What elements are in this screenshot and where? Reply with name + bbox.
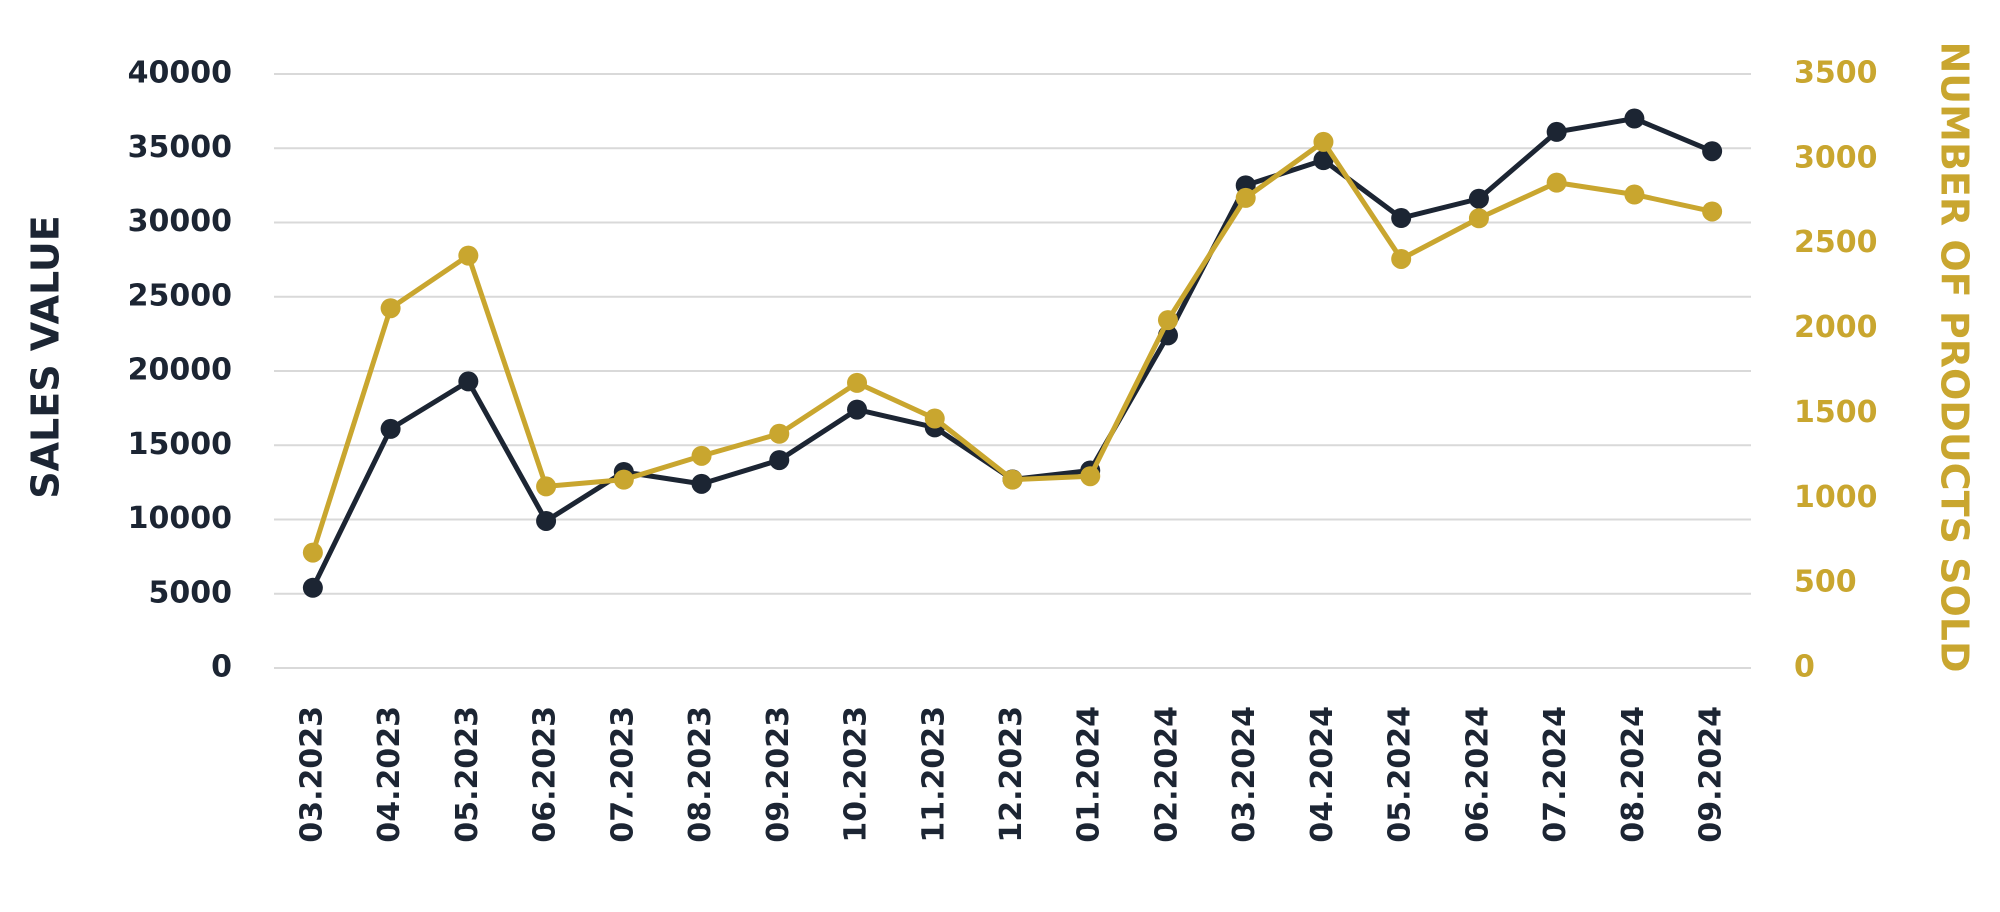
data-point: [769, 450, 790, 471]
x-tick-label: 07.2024: [1538, 706, 1573, 843]
x-tick-label: 07.2023: [605, 706, 640, 843]
y2-tick-label: 1500: [1794, 395, 1878, 430]
x-tick-label: 02.2024: [1149, 706, 1184, 843]
y-tick-label: 10000: [128, 501, 232, 536]
x-tick-label: 08.2024: [1616, 706, 1651, 843]
data-point: [1313, 150, 1334, 171]
x-tick-label: 06.2023: [528, 706, 563, 843]
data-point: [1080, 466, 1101, 487]
y2-tick-label: 2000: [1794, 310, 1878, 345]
x-tick-label: 08.2023: [683, 706, 718, 843]
data-point: [458, 245, 479, 266]
data-point: [380, 298, 401, 319]
x-tick-label: 11.2023: [916, 706, 951, 843]
x-tick-label: 01.2024: [1072, 706, 1107, 843]
y-tick-label: 30000: [128, 204, 232, 239]
data-point: [302, 577, 323, 598]
data-point: [302, 542, 323, 563]
data-point: [924, 408, 945, 429]
data-point: [1546, 121, 1567, 142]
data-point: [1468, 188, 1489, 209]
y2-tick-label: 2500: [1794, 225, 1878, 260]
series-line: [310, 139, 1713, 554]
data-point: [1702, 201, 1723, 222]
data-point: [847, 372, 868, 393]
data-point: [1235, 187, 1256, 208]
data-point: [536, 476, 557, 497]
data-point: [1313, 131, 1334, 152]
data-point: [1702, 141, 1723, 162]
y-tick-label: 20000: [128, 353, 232, 388]
data-point: [1157, 310, 1178, 331]
y-tick-label: 40000: [128, 56, 232, 91]
data-point: [458, 371, 479, 392]
x-tick-label: 05.2023: [450, 706, 485, 843]
x-tick-label: 04.2023: [372, 706, 407, 843]
data-point: [1391, 248, 1412, 269]
x-tick-label: 05.2024: [1383, 706, 1418, 843]
x-tick-label: 03.2024: [1227, 706, 1262, 843]
y-tick-label: 0: [211, 650, 232, 685]
y2-tick-label: 3000: [1794, 140, 1878, 175]
data-point: [691, 473, 712, 494]
x-tick-label: 09.2023: [761, 706, 796, 843]
data-point: [1468, 208, 1489, 229]
y-tick-label: 35000: [128, 130, 232, 165]
y-tick-label: 15000: [128, 427, 232, 462]
data-point: [769, 423, 790, 444]
data-point: [613, 469, 634, 490]
y2-axis-title: NUMBER OF PRODUCTS SOLD: [1933, 41, 1977, 672]
y2-tick-label: 0: [1794, 650, 1815, 685]
x-tick-label: 10.2023: [839, 706, 874, 843]
x-tick-label: 06.2024: [1460, 706, 1495, 843]
x-tick-label: 03.2023: [294, 706, 329, 843]
x-tick-label: 09.2024: [1694, 706, 1729, 843]
data-point: [691, 445, 712, 466]
data-point: [1391, 208, 1412, 229]
data-point: [1624, 108, 1645, 129]
y2-tick-label: 1000: [1794, 480, 1878, 515]
data-point: [1624, 184, 1645, 205]
y2-tick-label: 500: [1794, 565, 1857, 600]
y2-tick-label: 3500: [1794, 56, 1878, 91]
data-point: [847, 399, 868, 420]
data-point: [1002, 469, 1023, 490]
series-line: [310, 116, 1714, 589]
y-axis-title: SALES VALUE: [24, 215, 68, 498]
y-tick-label: 5000: [149, 575, 233, 610]
x-tick-label: 04.2024: [1305, 706, 1340, 843]
data-point: [380, 418, 401, 439]
data-point: [536, 510, 557, 531]
data-point: [1546, 172, 1567, 193]
y-tick-label: 25000: [128, 278, 232, 313]
x-tick-label: 12.2023: [994, 706, 1029, 843]
